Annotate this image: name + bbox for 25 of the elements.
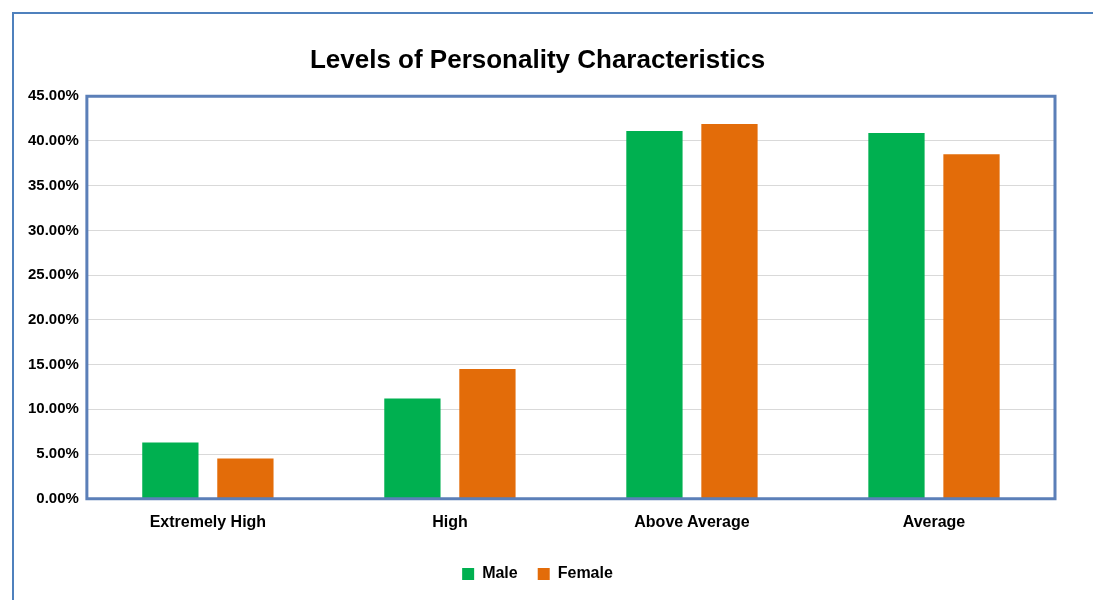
y-tick-label: 10.00% <box>28 399 79 417</box>
y-tick-label: 35.00% <box>28 175 79 193</box>
y-tick-label: 5.00% <box>36 444 79 462</box>
bar <box>626 131 683 499</box>
y-tick-label: 15.00% <box>28 354 79 372</box>
y-tick-label: 0.00% <box>36 488 79 506</box>
y-tick-label: 40.00% <box>28 131 79 149</box>
x-tick-label: Average <box>902 512 966 530</box>
x-tick-label: Extremely High <box>149 512 267 530</box>
bar <box>868 132 925 499</box>
bar <box>142 442 199 499</box>
chart-title: Levels of Personality Characteristics <box>309 43 766 74</box>
x-tick-label: High <box>432 512 468 530</box>
y-tick-label: 45.00% <box>28 86 79 104</box>
bar <box>384 398 441 499</box>
bar <box>701 123 758 499</box>
legend-label: Male <box>482 564 518 582</box>
bar <box>459 369 516 499</box>
bar <box>217 458 274 499</box>
x-tick-label: Above Average <box>634 512 750 530</box>
bar <box>943 154 1000 499</box>
y-tick-label: 25.00% <box>28 265 79 283</box>
legend-label: Female <box>557 564 613 582</box>
y-tick-label: 20.00% <box>28 310 79 328</box>
y-tick-label: 30.00% <box>28 220 79 238</box>
